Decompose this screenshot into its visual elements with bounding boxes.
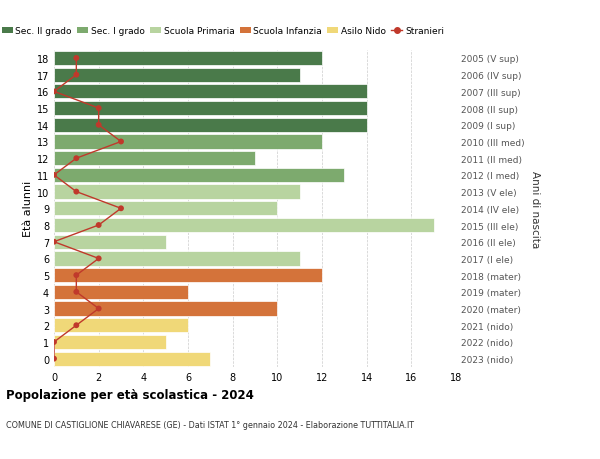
Bar <box>54 352 211 366</box>
Point <box>71 155 81 162</box>
Point <box>71 72 81 79</box>
Bar <box>54 52 322 66</box>
Y-axis label: Età alunni: Età alunni <box>23 181 32 237</box>
Point <box>49 355 59 363</box>
Bar <box>54 218 434 233</box>
Y-axis label: Anni di nascita: Anni di nascita <box>530 170 540 247</box>
Bar <box>54 235 166 249</box>
Point <box>116 205 126 213</box>
Bar <box>54 85 367 99</box>
Point <box>49 172 59 179</box>
Bar <box>54 202 277 216</box>
Bar <box>54 135 322 149</box>
Bar <box>54 335 166 349</box>
Bar <box>54 302 277 316</box>
Point <box>49 89 59 96</box>
Point <box>94 222 103 229</box>
Bar <box>54 68 299 83</box>
Bar <box>54 319 188 333</box>
Text: Popolazione per età scolastica - 2024: Popolazione per età scolastica - 2024 <box>6 388 254 401</box>
Point <box>116 139 126 146</box>
Point <box>94 255 103 263</box>
Point <box>71 322 81 329</box>
Point <box>49 339 59 346</box>
Bar <box>54 152 255 166</box>
Text: COMUNE DI CASTIGLIONE CHIAVARESE (GE) - Dati ISTAT 1° gennaio 2024 - Elaborazion: COMUNE DI CASTIGLIONE CHIAVARESE (GE) - … <box>6 420 414 429</box>
Bar <box>54 285 188 299</box>
Bar <box>54 185 299 199</box>
Bar <box>54 168 344 183</box>
Bar <box>54 269 322 283</box>
Point <box>94 105 103 112</box>
Point <box>94 122 103 129</box>
Bar <box>54 252 299 266</box>
Point <box>94 305 103 313</box>
Legend: Sec. II grado, Sec. I grado, Scuola Primaria, Scuola Infanzia, Asilo Nido, Stran: Sec. II grado, Sec. I grado, Scuola Prim… <box>0 23 448 39</box>
Point <box>71 55 81 62</box>
Point <box>49 239 59 246</box>
Point <box>71 289 81 296</box>
Bar <box>54 102 367 116</box>
Point <box>71 189 81 196</box>
Bar <box>54 118 367 133</box>
Point <box>71 272 81 279</box>
